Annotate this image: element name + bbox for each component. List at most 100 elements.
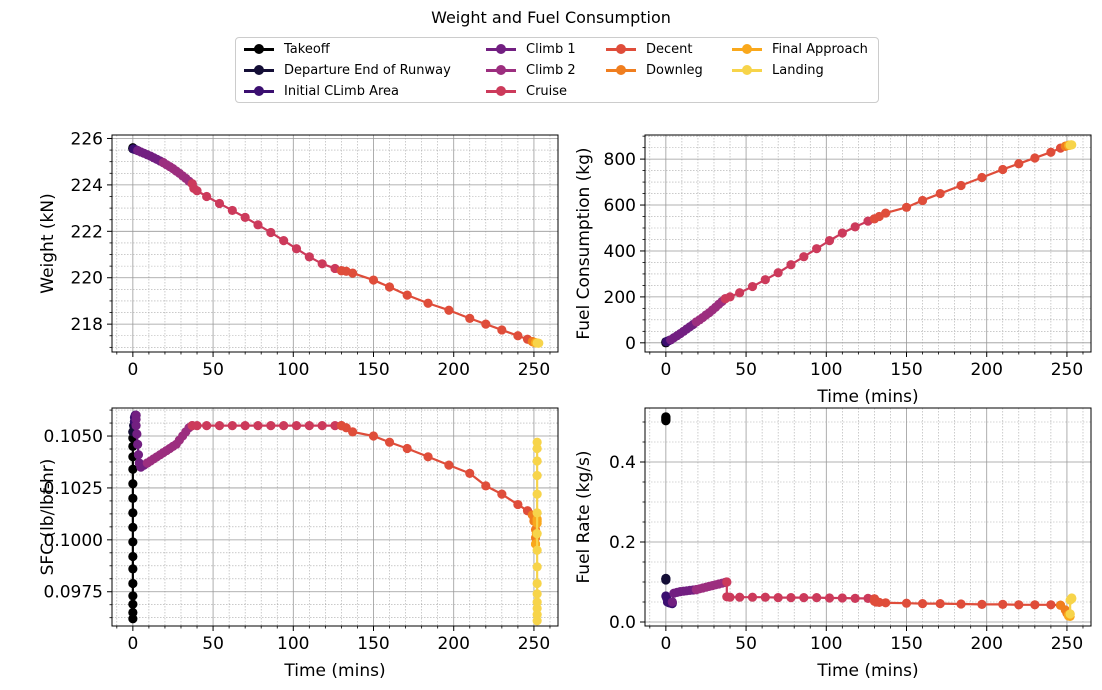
y-tick-label: 400	[604, 242, 636, 262]
point-cruise	[735, 288, 745, 298]
point-decent	[348, 427, 358, 437]
point-decent	[348, 268, 358, 278]
point-landing	[532, 508, 542, 518]
point-decent	[497, 325, 507, 335]
point-landing	[532, 589, 542, 599]
legend-swatch-initial-climb-area	[242, 81, 276, 101]
point-cruise	[266, 421, 276, 431]
y-tick-label: 200	[604, 288, 636, 308]
point-decent	[402, 443, 412, 454]
point-decent	[1014, 600, 1024, 610]
y-tick-label: 220	[71, 269, 103, 289]
point-decent	[423, 452, 433, 462]
point-decent	[998, 164, 1008, 175]
x-tick-label: 50	[202, 360, 224, 380]
weight-plot: 0 50 100 150 200 250 218 220 222 224 226 Weight (kN…	[38, 129, 559, 380]
point-landing	[532, 489, 542, 499]
x-tick-label: 200	[970, 360, 1002, 380]
point-cruise	[304, 252, 314, 262]
point-cruise	[214, 198, 225, 209]
point-decent	[384, 437, 395, 447]
x-tick-label: 150	[890, 360, 922, 380]
fuel-rate-plot: 0 50 100 150 200 250 0.0 0.2 0.4 Fuel Rate (kg/s)…	[574, 407, 1092, 681]
point-landing	[1067, 593, 1077, 603]
point-cruise	[735, 592, 745, 602]
x-axis-label: Time (mins)	[816, 661, 918, 681]
x-tick-label: 150	[357, 634, 389, 654]
point-takeoff	[128, 537, 138, 547]
legend-item-climb-1: Climb 1	[484, 39, 576, 59]
point-cruise	[773, 593, 783, 603]
x-tick-label: 250	[1051, 634, 1083, 654]
point-decent	[497, 489, 507, 499]
point-landing	[1065, 609, 1075, 619]
legend-item-downleg: Downleg	[604, 60, 703, 80]
y-tick-label: 0.2	[609, 533, 636, 553]
y-axis-label: Fuel Consumption (kg)	[574, 147, 594, 339]
point-cruise	[824, 593, 835, 603]
y-tick-label: 0.0975	[44, 583, 103, 603]
y-axis-label: Weight (kN)	[38, 193, 58, 293]
legend-label-departure-end-of-runway: Departure End of Runway	[284, 62, 451, 78]
point-decent	[384, 282, 395, 292]
point-takeoff	[128, 591, 138, 601]
point-cruise	[812, 244, 822, 254]
x-tick-label: 200	[437, 360, 469, 380]
point-cruise	[227, 421, 237, 431]
y-tick-label: 0.0	[609, 613, 636, 633]
y-tick-label: 222	[71, 222, 103, 242]
axes-frame	[644, 407, 1092, 627]
point-landing	[532, 578, 542, 589]
legend-item-departure-end-of-runway: Departure End of Runway	[242, 60, 451, 80]
legend-label-landing: Landing	[772, 62, 824, 78]
legend-swatch-cruise	[484, 81, 518, 101]
point-cruise	[799, 252, 809, 262]
x-tick-label: 200	[437, 634, 469, 654]
legend-swatch-landing	[730, 60, 764, 80]
point-landing	[1067, 140, 1077, 150]
point-takeoff	[128, 578, 138, 589]
point-decent	[956, 599, 966, 609]
point-decent	[513, 331, 523, 341]
y-tick-label: 600	[604, 196, 636, 216]
x-tick-label: 50	[202, 634, 224, 654]
point-cruise	[725, 592, 735, 602]
sfc-plot: 0 50 100 150 200 250 0.0975 0.1000 0.1025 0.1050 S…	[38, 407, 559, 681]
point-decent	[1030, 153, 1040, 163]
x-tick-label: 100	[810, 634, 842, 654]
point-takeoff	[128, 551, 138, 562]
axes-frame	[111, 134, 559, 353]
point-decent	[977, 599, 987, 610]
y-tick-label: 0.1025	[44, 479, 103, 499]
x-tick-label: 100	[810, 360, 842, 380]
x-tick-label: 250	[518, 360, 550, 380]
legend-item-takeoff: Takeoff	[242, 39, 330, 59]
point-decent	[917, 195, 928, 206]
legend-swatch-takeoff	[242, 39, 276, 59]
point-cruise	[202, 421, 212, 431]
x-tick-label: 150	[357, 360, 389, 380]
point-takeoff	[128, 599, 138, 609]
point-cruise	[279, 421, 289, 431]
point-landing	[532, 545, 542, 555]
legend-label-cruise: Cruise	[526, 83, 568, 99]
point-cruise	[192, 421, 202, 431]
point-cruise	[812, 593, 822, 603]
point-climb-1	[667, 597, 677, 607]
point-decent	[465, 313, 475, 323]
point-landing	[532, 456, 542, 466]
point-landing	[532, 470, 542, 481]
x-tick-label: 200	[970, 634, 1002, 654]
legend-swatch-downleg	[604, 60, 638, 80]
point-cruise	[722, 577, 732, 587]
point-decent	[465, 468, 475, 478]
point-cruise	[824, 236, 835, 246]
figure-title: Weight and Fuel Consumption	[431, 8, 671, 27]
point-decent	[935, 188, 945, 199]
point-decent	[901, 202, 912, 212]
point-climb-1	[133, 439, 143, 449]
point-cruise	[760, 592, 770, 602]
point-decent	[1030, 600, 1040, 610]
